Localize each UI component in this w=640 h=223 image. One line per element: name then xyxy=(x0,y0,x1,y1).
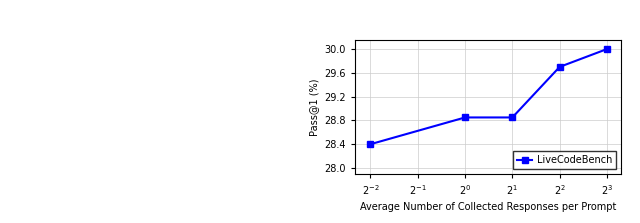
LiveCodeBench xyxy=(509,116,516,119)
X-axis label: Average Number of Collected Responses per Prompt: Average Number of Collected Responses pe… xyxy=(360,202,616,212)
LiveCodeBench xyxy=(603,48,611,50)
LiveCodeBench xyxy=(461,116,469,119)
LiveCodeBench xyxy=(367,143,374,146)
Line: LiveCodeBench: LiveCodeBench xyxy=(367,46,610,147)
Y-axis label: Pass@1 (%): Pass@1 (%) xyxy=(309,78,319,136)
LiveCodeBench xyxy=(556,66,563,68)
Legend: LiveCodeBench: LiveCodeBench xyxy=(513,151,616,169)
